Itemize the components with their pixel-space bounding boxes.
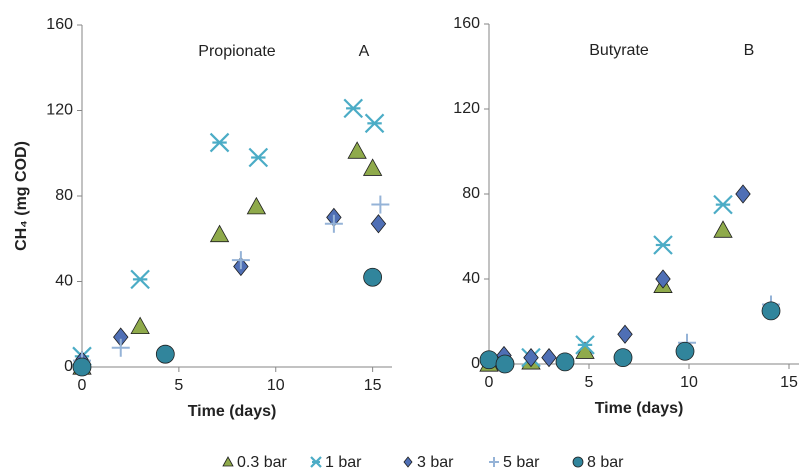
- y-tick-label: 40: [462, 270, 480, 287]
- triangle: [130, 316, 150, 334]
- circle: [572, 456, 584, 468]
- marker-triangle: [713, 220, 733, 238]
- triangle: [209, 224, 230, 243]
- marker-circle: [155, 344, 175, 364]
- y-axis-label: CH₄ (mg COD): [13, 141, 30, 251]
- marker-circle: [572, 456, 584, 468]
- circle: [363, 267, 383, 287]
- triangle: [222, 456, 234, 467]
- circle: [495, 354, 515, 374]
- x-tick-label: 0: [78, 377, 87, 394]
- circle: [155, 344, 175, 364]
- circle: [72, 357, 92, 377]
- triangle: [362, 158, 383, 176]
- marker-plus: [324, 214, 343, 233]
- marker-circle: [675, 341, 695, 361]
- circle: [675, 341, 695, 361]
- marker-diamond: [541, 347, 557, 368]
- marker-circle: [555, 352, 575, 372]
- triangle: [713, 220, 733, 238]
- marker-asterisk: [248, 147, 269, 168]
- marker-circle: [363, 267, 383, 287]
- y-tick-label: 80: [462, 185, 480, 202]
- marker-asterisk: [364, 113, 385, 134]
- marker-triangle: [209, 224, 230, 243]
- marker-diamond: [735, 184, 751, 204]
- marker-diamond: [523, 347, 539, 368]
- marker-plus: [489, 457, 499, 467]
- diamond: [541, 347, 557, 368]
- marker-asterisk: [713, 194, 733, 215]
- diamond: [655, 269, 671, 289]
- marker-triangle: [130, 316, 150, 334]
- marker-asterisk: [653, 235, 673, 255]
- marker-circle: [495, 354, 515, 374]
- x-tick-label: 5: [174, 377, 183, 394]
- marker-diamond: [403, 456, 413, 468]
- marker-triangle: [362, 158, 383, 176]
- legend-label: 5 bar: [503, 454, 540, 471]
- y-tick-label: 120: [46, 102, 73, 119]
- x-tick-label: 0: [485, 374, 494, 391]
- legend-label: 0.3 bar: [237, 454, 287, 471]
- marker-asterisk: [209, 132, 230, 153]
- marker-diamond: [617, 324, 633, 344]
- diamond: [617, 324, 633, 344]
- marker-asterisk: [575, 335, 595, 355]
- legend-label: 1 bar: [325, 454, 362, 471]
- x-axis-label: Time (days): [188, 403, 277, 420]
- diamond: [735, 184, 751, 204]
- marker-circle: [613, 348, 633, 368]
- circle: [479, 350, 499, 370]
- marker-asterisk: [310, 456, 322, 468]
- marker-triangle: [246, 196, 267, 215]
- y-tick-label: 0: [471, 355, 480, 372]
- y-tick-label: 160: [453, 15, 480, 32]
- marker-diamond: [370, 214, 387, 234]
- marker-plus: [371, 195, 390, 214]
- x-tick-label: 15: [780, 374, 798, 391]
- circle: [761, 301, 781, 321]
- y-tick-label: 120: [453, 100, 480, 117]
- triangle: [347, 141, 367, 159]
- triangle: [246, 196, 267, 215]
- legend-label: 3 bar: [417, 454, 454, 471]
- legend-label: 8 bar: [587, 454, 624, 471]
- x-tick-label: 5: [585, 374, 594, 391]
- y-tick-label: 40: [55, 273, 73, 290]
- marker-circle: [479, 350, 499, 370]
- panel-label: A: [359, 43, 370, 60]
- panel-label: B: [744, 42, 755, 59]
- circle: [613, 348, 633, 368]
- x-tick-label: 10: [680, 374, 698, 391]
- marker-plus: [231, 251, 250, 270]
- x-tick-label: 15: [364, 377, 382, 394]
- marker-triangle: [222, 456, 234, 467]
- marker-plus: [111, 338, 130, 357]
- circle: [555, 352, 575, 372]
- x-axis-label: Time (days): [595, 400, 684, 417]
- marker-asterisk: [130, 269, 150, 290]
- panel-title: Butyrate: [589, 42, 649, 59]
- y-tick-label: 160: [46, 16, 73, 33]
- marker-asterisk: [343, 98, 364, 119]
- y-tick-label: 80: [55, 187, 73, 204]
- marker-circle: [761, 301, 781, 321]
- diamond: [523, 347, 539, 368]
- x-tick-label: 10: [267, 377, 285, 394]
- marker-circle: [72, 357, 92, 377]
- diamond: [370, 214, 387, 234]
- panel-title: Propionate: [198, 43, 275, 60]
- y-tick-label: 0: [64, 358, 73, 375]
- marker-triangle: [347, 141, 367, 159]
- marker-diamond: [655, 269, 671, 289]
- diamond: [403, 456, 413, 468]
